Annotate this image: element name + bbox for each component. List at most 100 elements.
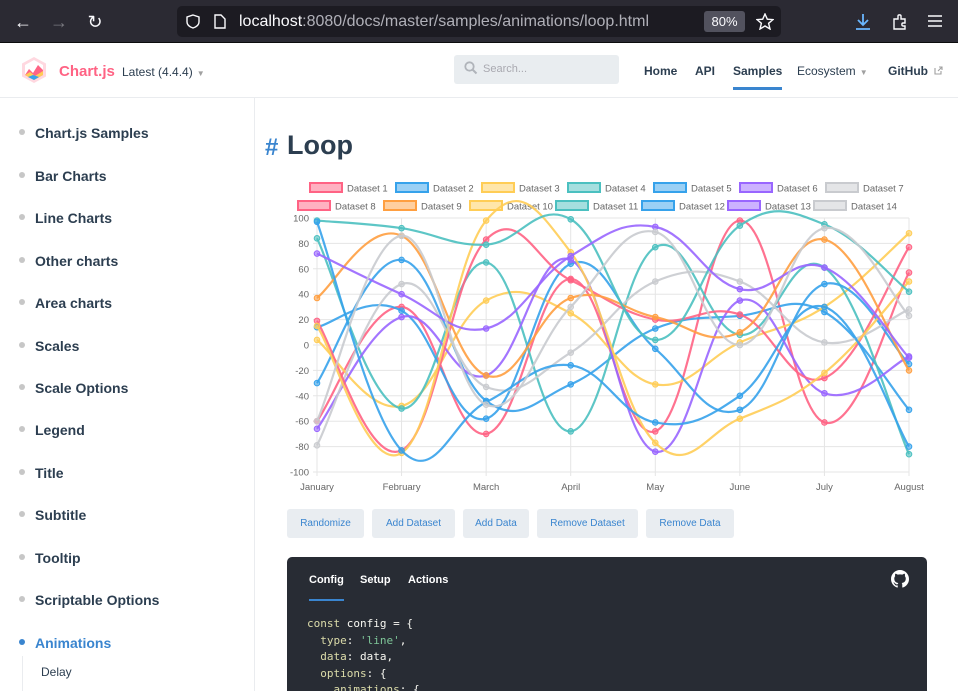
- chart-legend[interactable]: Dataset 1 Dataset 2 Dataset 3 Dataset 4 Data…: [297, 182, 904, 213]
- legend-swatch[interactable]: [727, 200, 761, 211]
- data-point[interactable]: [482, 430, 490, 438]
- data-point[interactable]: [567, 428, 575, 435]
- sidebar-subitem-delay[interactable]: Delay: [41, 665, 72, 679]
- data-point[interactable]: [905, 367, 913, 374]
- sidebar-item-scale-options[interactable]: Scale Options: [19, 380, 128, 396]
- back-icon[interactable]: ←: [14, 12, 32, 32]
- reload-icon[interactable]: ↻: [87, 12, 103, 32]
- legend-label[interactable]: Dataset 2: [433, 184, 474, 195]
- nav-ecosystem[interactable]: Ecosystem ▼: [797, 64, 868, 78]
- heading-anchor[interactable]: #: [265, 134, 279, 161]
- data-point[interactable]: [567, 215, 575, 223]
- legend-swatch[interactable]: [739, 182, 773, 193]
- data-point[interactable]: [905, 229, 913, 237]
- nav-home[interactable]: Home: [644, 64, 678, 78]
- extensions-icon[interactable]: [891, 13, 909, 31]
- data-point[interactable]: [567, 252, 575, 260]
- legend-swatch[interactable]: [395, 182, 429, 193]
- data-point[interactable]: [482, 297, 490, 304]
- data-point[interactable]: [905, 450, 913, 458]
- data-point[interactable]: [398, 447, 405, 454]
- data-point[interactable]: [736, 311, 744, 318]
- data-point[interactable]: [905, 306, 913, 313]
- nav-github[interactable]: GitHub: [888, 64, 943, 78]
- data-point[interactable]: [905, 278, 913, 285]
- data-point[interactable]: [398, 405, 405, 412]
- data-point[interactable]: [651, 243, 659, 251]
- tab-setup[interactable]: Setup: [360, 574, 391, 586]
- legend-label[interactable]: Dataset 4: [605, 184, 646, 195]
- legend-swatch[interactable]: [567, 182, 601, 193]
- legend-swatch[interactable]: [309, 182, 343, 193]
- data-point[interactable]: [736, 222, 744, 229]
- data-point[interactable]: [313, 442, 321, 449]
- data-point[interactable]: [482, 383, 490, 391]
- data-point[interactable]: [567, 294, 575, 302]
- legend-label[interactable]: Dataset 12: [679, 202, 725, 213]
- github-icon[interactable]: [891, 570, 909, 588]
- nav-samples[interactable]: Samples: [733, 64, 783, 90]
- legend-label[interactable]: Dataset 10: [507, 202, 553, 213]
- data-point[interactable]: [821, 389, 828, 397]
- data-point[interactable]: [736, 297, 744, 304]
- data-point[interactable]: [567, 381, 575, 388]
- data-point[interactable]: [567, 349, 575, 356]
- data-point[interactable]: [905, 312, 913, 320]
- search-input[interactable]: Search...: [483, 63, 528, 75]
- data-point[interactable]: [736, 341, 744, 349]
- legend-label[interactable]: Dataset 13: [765, 202, 811, 213]
- legend-swatch[interactable]: [481, 182, 515, 193]
- data-point[interactable]: [482, 401, 490, 408]
- legend-label[interactable]: Dataset 14: [851, 202, 897, 213]
- legend-label[interactable]: Dataset 5: [691, 184, 732, 195]
- data-point[interactable]: [313, 322, 321, 330]
- data-point[interactable]: [313, 294, 321, 302]
- data-point[interactable]: [821, 280, 828, 288]
- tab-actions[interactable]: Actions: [408, 574, 449, 586]
- bookmark-star-icon[interactable]: [756, 13, 774, 30]
- chartjs-logo-icon[interactable]: [20, 56, 48, 84]
- sidebar-item-subtitle[interactable]: Subtitle: [19, 507, 86, 523]
- legend-label[interactable]: Dataset 3: [519, 184, 560, 195]
- legend-label[interactable]: Dataset 1: [347, 184, 388, 195]
- data-point[interactable]: [482, 415, 490, 422]
- sidebar-item-animations[interactable]: Animations: [19, 635, 111, 651]
- data-point[interactable]: [736, 415, 744, 422]
- menu-icon[interactable]: [927, 14, 943, 28]
- data-point[interactable]: [567, 309, 575, 317]
- data-point[interactable]: [651, 325, 659, 332]
- data-point[interactable]: [398, 290, 405, 298]
- download-icon[interactable]: [854, 13, 872, 31]
- data-point[interactable]: [398, 232, 405, 240]
- tab-config[interactable]: Config: [309, 574, 344, 601]
- version-selector[interactable]: Latest (4.4.4) ▼: [122, 65, 205, 79]
- data-point[interactable]: [905, 269, 913, 276]
- sidebar-item-bar-charts[interactable]: Bar Charts: [19, 168, 107, 184]
- data-point[interactable]: [821, 369, 828, 377]
- data-point[interactable]: [821, 224, 828, 232]
- add-dataset-button[interactable]: Add Dataset: [372, 509, 455, 538]
- data-point[interactable]: [567, 303, 575, 311]
- data-point[interactable]: [651, 381, 659, 388]
- sidebar-item-chartjs-samples[interactable]: Chart.js Samples: [19, 125, 149, 141]
- data-point[interactable]: [313, 250, 321, 257]
- sidebar-item-other-charts[interactable]: Other charts: [19, 253, 118, 269]
- data-point[interactable]: [567, 362, 575, 369]
- data-point[interactable]: [736, 329, 744, 336]
- brand-name[interactable]: Chart.js: [59, 63, 115, 80]
- remove-data-button[interactable]: Remove Data: [646, 509, 734, 538]
- data-point[interactable]: [821, 339, 828, 346]
- data-point[interactable]: [313, 417, 321, 425]
- data-point[interactable]: [313, 425, 321, 433]
- sidebar-item-tooltip[interactable]: Tooltip: [19, 550, 81, 566]
- data-point[interactable]: [651, 278, 659, 285]
- data-point[interactable]: [821, 236, 828, 243]
- data-point[interactable]: [736, 392, 744, 400]
- data-point[interactable]: [482, 325, 490, 332]
- data-point[interactable]: [905, 354, 913, 361]
- data-point[interactable]: [313, 218, 321, 226]
- data-point[interactable]: [313, 336, 321, 344]
- search-box[interactable]: Search...: [454, 55, 619, 84]
- nav-api[interactable]: API: [695, 64, 716, 78]
- data-point[interactable]: [651, 439, 659, 447]
